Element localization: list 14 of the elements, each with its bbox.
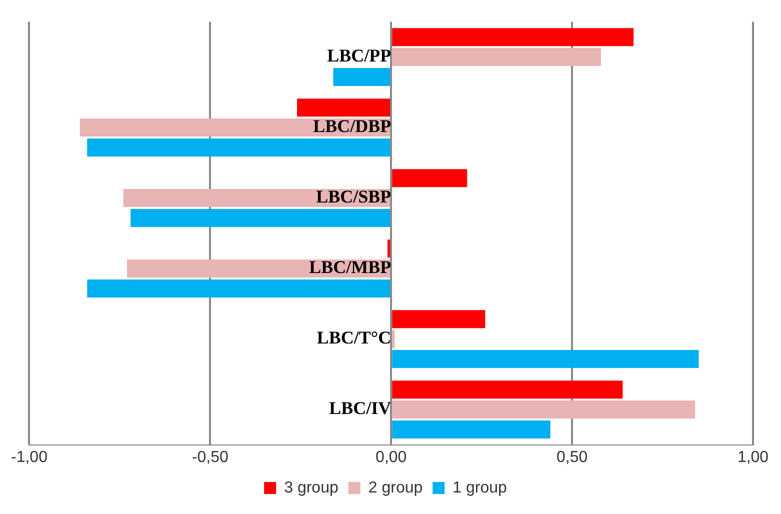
- y-tick-label: LBC/T°C: [316, 328, 392, 348]
- y-tick-label: LBC/MBP: [309, 257, 392, 278]
- x-tick-label: 1,00: [737, 448, 769, 466]
- x-tick-label: -1,00: [11, 448, 48, 466]
- y-tick-label: LBC/SBP: [316, 186, 392, 207]
- x-tick-label: 0,00: [376, 448, 407, 466]
- legend-label: 3 group: [284, 479, 338, 496]
- legend-label: 2 group: [368, 479, 423, 496]
- y-tick-label: LBC/DBP: [313, 116, 392, 136]
- x-tick-label: 0,50: [556, 448, 588, 466]
- y-tick-label: LBC/IV: [329, 398, 392, 418]
- legend-label: 1 group: [452, 479, 507, 496]
- x-tick-label: -0,50: [192, 448, 229, 466]
- y-tick-label: LBC/PP: [327, 46, 392, 66]
